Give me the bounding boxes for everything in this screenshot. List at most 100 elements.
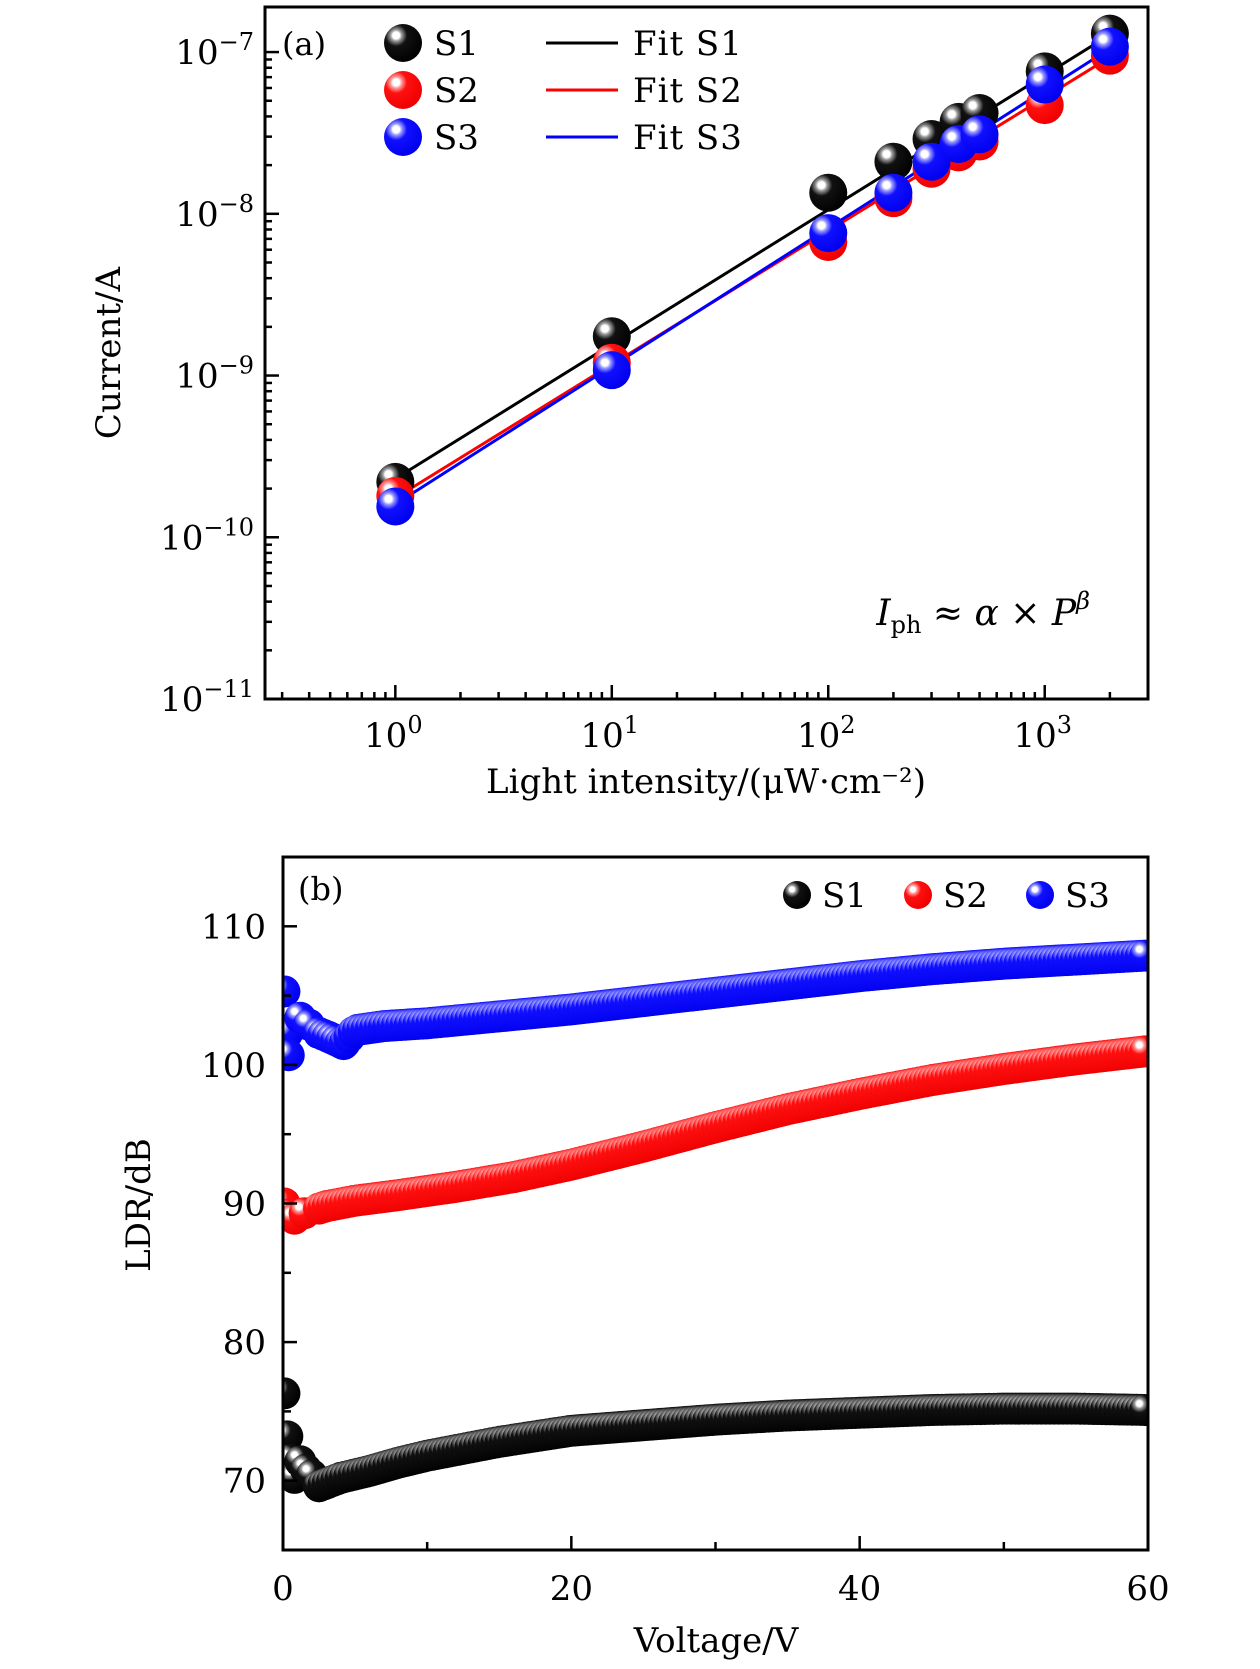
fit-line-fit-s1 — [394, 33, 1111, 481]
data-points — [284, 939, 1148, 1503]
data-point — [809, 214, 848, 253]
data-point — [874, 142, 913, 181]
legend-marker-s3 — [1026, 881, 1054, 909]
x-tick-label: 0 — [272, 1569, 294, 1609]
data-point — [912, 142, 951, 181]
y-tick-exponent: −10 — [203, 513, 254, 541]
axis-ticks — [265, 50, 1150, 701]
y-axis-label: Current/A — [89, 267, 129, 440]
x-tick-label: 60 — [1126, 1569, 1169, 1609]
x-tick-base: 10 — [581, 716, 624, 756]
legend-label: Fit S1 — [633, 24, 743, 64]
y-tick-label: 110 — [201, 907, 266, 947]
data-point — [1129, 1035, 1148, 1068]
legend-marker-s2 — [904, 881, 932, 909]
fit-line-fit-s3 — [394, 47, 1111, 506]
axis-ticks — [281, 855, 1150, 1552]
x-tick-label: 103 — [1013, 711, 1072, 756]
y-tick-label: 10−11 — [160, 675, 254, 720]
data-points — [376, 14, 1129, 526]
data-point — [284, 975, 301, 1008]
y-tick-base: 10 — [160, 680, 203, 720]
x-tick-label: 40 — [838, 1569, 881, 1609]
data-point — [1025, 65, 1064, 104]
panel-label: (a) — [282, 25, 326, 63]
y-tick-label: 10−7 — [175, 28, 254, 73]
y-tick-label: 10−8 — [175, 190, 254, 235]
annotation-rest: ≈ α × P — [921, 593, 1076, 634]
annotation-sup: β — [1075, 587, 1090, 615]
y-tick-label: 100 — [201, 1046, 266, 1086]
legend-label: S2 — [434, 71, 479, 111]
data-point — [874, 173, 913, 212]
y-tick-labels: 70 80 90 100 110 — [201, 907, 266, 1501]
y-tick-base: 10 — [175, 33, 218, 73]
series-s3 — [284, 939, 1148, 1072]
x-tick-labels: 100 101 102 103 — [364, 711, 1072, 756]
data-point — [376, 487, 415, 526]
panel-b: 70 80 90 100 110 0 20 40 60 (b) S1 S2 S3 Voltage/… — [119, 855, 1170, 1661]
annotation-I: I — [875, 593, 891, 634]
series-s2 — [284, 1035, 1148, 1235]
legend-marker-s1 — [384, 24, 422, 62]
y-tick-label: 80 — [223, 1323, 266, 1363]
legend-label: Fit S2 — [633, 71, 743, 111]
legend-label: S1 — [822, 876, 867, 916]
y-tick-label: 10−9 — [175, 352, 254, 397]
annotation-sub: ph — [891, 611, 922, 639]
x-tick-label: 20 — [550, 1569, 593, 1609]
x-tick-exponent: 2 — [840, 711, 855, 739]
x-axis-label: Voltage/V — [633, 1621, 800, 1661]
data-point — [592, 317, 631, 356]
x-tick-exponent: 0 — [407, 711, 422, 739]
x-tick-base: 10 — [364, 716, 407, 756]
data-point — [809, 173, 848, 212]
data-point — [1129, 1393, 1148, 1426]
legend-label: S1 — [434, 24, 479, 64]
x-tick-label: 102 — [797, 711, 856, 756]
y-axis-label: LDR/dB — [119, 1138, 159, 1272]
y-tick-exponent: −11 — [203, 675, 254, 703]
x-tick-exponent: 1 — [624, 711, 639, 739]
annotation-formula: Iph ≈ α × Pβ — [875, 587, 1090, 639]
legend-marker-s2 — [384, 71, 422, 109]
x-tick-base: 10 — [797, 716, 840, 756]
legend-marker-s1 — [783, 881, 811, 909]
y-tick-base: 10 — [160, 518, 203, 558]
legend-marker-s3 — [384, 118, 422, 156]
x-tick-base: 10 — [1013, 716, 1056, 756]
data-point — [592, 351, 631, 390]
panel-label: (b) — [298, 870, 343, 908]
data-point — [960, 115, 999, 154]
legend-label: S3 — [434, 118, 479, 158]
series-s1 — [284, 1377, 1148, 1503]
legend-label: Fit S3 — [633, 118, 743, 158]
data-point — [1090, 27, 1129, 66]
legend-label: S3 — [1065, 876, 1110, 916]
x-tick-label: 101 — [581, 711, 640, 756]
plot-frame — [263, 5, 1150, 701]
data-point — [284, 1377, 301, 1410]
fit-lines — [394, 33, 1111, 506]
legend-label: S2 — [943, 876, 988, 916]
y-tick-base: 10 — [175, 195, 218, 235]
x-tick-exponent: 3 — [1057, 711, 1072, 739]
y-tick-label: 90 — [223, 1185, 266, 1225]
y-tick-exponent: −7 — [219, 28, 254, 56]
y-tick-label: 70 — [223, 1462, 266, 1502]
legend: S1 S2 S3 Fit S1 Fit S2 Fit S3 — [384, 24, 743, 158]
y-tick-exponent: −9 — [219, 352, 254, 380]
y-tick-base: 10 — [175, 357, 218, 397]
data-point — [1129, 939, 1148, 972]
x-tick-labels: 0 20 40 60 — [272, 1569, 1169, 1609]
y-tick-label: 10−10 — [160, 513, 254, 558]
x-tick-label: 100 — [364, 711, 423, 756]
data-point — [284, 1039, 305, 1072]
x-axis-label: Light intensity/(μW·cm⁻²) — [486, 762, 926, 802]
series-s3 — [376, 27, 1129, 526]
y-tick-exponent: −8 — [219, 190, 254, 218]
legend: S1 S2 S3 — [783, 876, 1110, 916]
